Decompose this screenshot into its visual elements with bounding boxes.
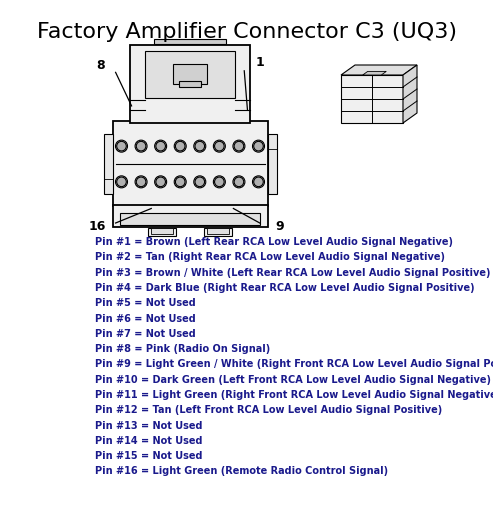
Bar [154,39,226,44]
Circle shape [213,176,225,188]
Circle shape [174,140,186,152]
Circle shape [254,142,263,151]
Circle shape [214,177,224,187]
Circle shape [252,176,265,188]
Text: 9: 9 [276,220,284,233]
Circle shape [195,177,205,187]
Circle shape [156,177,166,187]
Circle shape [176,142,185,151]
Bar [112,122,268,207]
Text: Pin #8 = Pink (Radio On Signal): Pin #8 = Pink (Radio On Signal) [95,344,270,354]
Bar [104,134,112,194]
Bar [112,206,268,228]
Circle shape [195,142,205,151]
Text: Pin #12 = Tan (Left Front RCA Low Level Audio Signal Positive): Pin #12 = Tan (Left Front RCA Low Level … [95,405,442,415]
Circle shape [234,177,244,187]
Text: 8: 8 [96,59,105,72]
Bar [120,213,260,225]
Text: Pin #15 = Not Used: Pin #15 = Not Used [95,451,203,461]
Bar [151,229,173,235]
Circle shape [176,177,185,187]
Text: Pin #11 = Light Green (Right Front RCA Low Level Audio Signal Negative): Pin #11 = Light Green (Right Front RCA L… [95,390,493,400]
Bar [130,45,250,124]
Text: 1: 1 [255,56,264,70]
Bar [341,75,403,123]
Text: Factory Amplifier Connector C3 (UQ3): Factory Amplifier Connector C3 (UQ3) [36,22,457,42]
Circle shape [233,176,245,188]
Text: Pin #4 = Dark Blue (Right Rear RCA Low Level Audio Signal Positive): Pin #4 = Dark Blue (Right Rear RCA Low L… [95,283,475,293]
Text: Pin #7 = Not Used: Pin #7 = Not Used [95,329,196,339]
Text: Pin #5 = Not Used: Pin #5 = Not Used [95,298,196,308]
Bar [207,229,229,235]
Circle shape [194,176,206,188]
Bar [204,228,232,236]
Text: Pin #14 = Not Used: Pin #14 = Not Used [95,436,203,446]
Circle shape [136,142,146,151]
Text: 16: 16 [88,220,106,233]
Bar [144,51,235,98]
Circle shape [136,177,146,187]
Polygon shape [341,65,417,75]
Text: Pin #13 = Not Used: Pin #13 = Not Used [95,420,203,431]
Circle shape [115,140,128,152]
Circle shape [254,177,263,187]
Polygon shape [363,71,387,75]
Text: Pin #6 = Not Used: Pin #6 = Not Used [95,314,196,324]
Circle shape [155,176,167,188]
Circle shape [135,176,147,188]
Circle shape [115,176,128,188]
Text: Pin #1 = Brown (Left Rear RCA Low Level Audio Signal Negative): Pin #1 = Brown (Left Rear RCA Low Level … [95,237,453,247]
Circle shape [117,177,126,187]
Circle shape [117,142,126,151]
Circle shape [194,140,206,152]
Circle shape [135,140,147,152]
Circle shape [213,140,225,152]
Circle shape [252,140,265,152]
Circle shape [233,140,245,152]
Bar [179,81,201,87]
Circle shape [234,142,244,151]
Text: Pin #16 = Light Green (Remote Radio Control Signal): Pin #16 = Light Green (Remote Radio Cont… [95,467,388,476]
Text: Pin #3 = Brown / White (Left Rear RCA Low Level Audio Signal Positive): Pin #3 = Brown / White (Left Rear RCA Lo… [95,268,491,277]
Text: Pin #10 = Dark Green (Left Front RCA Low Level Audio Signal Negative): Pin #10 = Dark Green (Left Front RCA Low… [95,375,491,385]
Text: Pin #2 = Tan (Right Rear RCA Low Level Audio Signal Negative): Pin #2 = Tan (Right Rear RCA Low Level A… [95,252,445,262]
Polygon shape [403,65,417,123]
Circle shape [156,142,166,151]
Bar [148,228,176,236]
Bar [268,134,277,194]
Text: Pin #9 = Light Green / White (Right Front RCA Low Level Audio Signal Positive): Pin #9 = Light Green / White (Right Fron… [95,359,493,370]
Circle shape [174,176,186,188]
Circle shape [155,140,167,152]
Bar [173,65,207,84]
Circle shape [214,142,224,151]
